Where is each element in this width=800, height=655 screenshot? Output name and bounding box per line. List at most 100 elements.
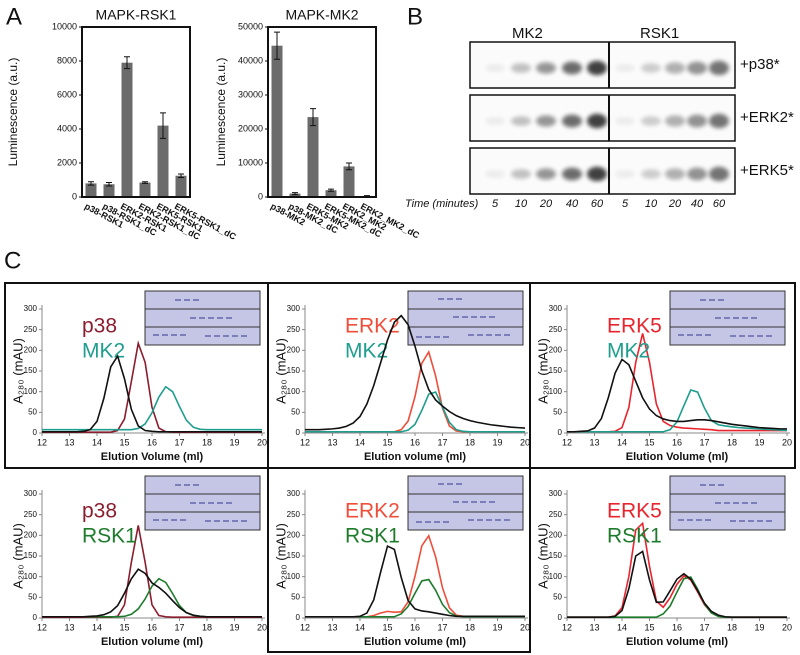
y-tick-label: 250 [549, 325, 563, 334]
gel-band [171, 334, 177, 336]
y-tick-label: 300 [287, 489, 301, 498]
gel-band [175, 484, 181, 486]
gel-band [748, 520, 754, 522]
y-tick-label: 4000 [57, 123, 77, 133]
x-tick-label: 20 [782, 622, 792, 632]
x-tick-label: 13 [327, 622, 337, 632]
blot-time: 60 [713, 198, 726, 210]
panel-label: A [6, 3, 22, 30]
series-line [305, 578, 525, 618]
y-tick-label: 150 [24, 551, 38, 560]
blot-band [485, 64, 505, 72]
y-tick-label: 0 [558, 613, 563, 622]
bar [343, 166, 355, 197]
gel-band [709, 484, 715, 486]
gel-band [504, 334, 510, 336]
blot-band [641, 63, 661, 73]
blot-band [562, 167, 582, 181]
y-tick-label: 250 [549, 510, 563, 519]
x-tick-label: 15 [644, 437, 654, 447]
series-label: ERK5 [607, 500, 662, 523]
y-axis-label: Luminescence (a.u.) [214, 58, 228, 167]
series-line [567, 333, 787, 433]
x-tick-label: 16 [410, 622, 420, 632]
gel-band [232, 520, 238, 522]
x-tick-label: 16 [410, 437, 420, 447]
series-line [42, 385, 262, 431]
y-tick-label: 50000 [238, 21, 263, 31]
series-line [42, 354, 262, 433]
y-tick-label: 50 [553, 592, 562, 601]
x-tick-label: 20 [520, 622, 530, 632]
gel-band [162, 519, 168, 521]
x-tick-label: 16 [672, 437, 682, 447]
blot-band [485, 117, 505, 125]
gel-band [742, 317, 748, 319]
gel-band [724, 502, 730, 504]
blot-band [562, 114, 582, 128]
gel-band [425, 336, 431, 338]
error-bar [124, 56, 130, 70]
x-tick-label: 17 [174, 622, 184, 632]
axis [304, 305, 528, 434]
gel-band [678, 334, 684, 336]
blot-row-label: +p38* [740, 56, 780, 73]
blot-band [687, 114, 707, 128]
y-tick-label: 30000 [238, 89, 263, 99]
y-tick-label: 100 [549, 572, 563, 581]
y-axis-label: A₂₈₀ (mAU) [535, 523, 550, 589]
gel-band [696, 334, 702, 336]
blot-band [587, 113, 607, 129]
gel-band [477, 519, 483, 521]
x-tick-label: 19 [754, 622, 764, 632]
series-line [567, 358, 787, 433]
gel-band [739, 520, 745, 522]
x-tick-label: 13 [589, 437, 599, 447]
x-axis-label: Elution Volume (ml) [626, 451, 729, 463]
series-line [305, 391, 525, 433]
y-axis-label: Luminescence (a.u.) [6, 58, 20, 167]
blot-band [665, 62, 685, 74]
gel-band [715, 317, 721, 319]
gel-band [184, 484, 190, 486]
gel-band [489, 501, 495, 503]
gel-band [171, 519, 177, 521]
error-bar [106, 182, 112, 187]
error-bar [274, 31, 280, 60]
x-tick-label: 18 [727, 437, 737, 447]
blot-band [485, 170, 505, 178]
series-label: RSK1 [82, 525, 137, 548]
y-tick-label: 200 [287, 530, 301, 539]
y-tick-label: 2000 [57, 157, 77, 167]
blot-band [511, 63, 531, 73]
gel-band [226, 502, 232, 504]
bar [289, 193, 301, 197]
series-line [305, 350, 525, 433]
blot-band [641, 116, 661, 126]
series-label: ERK2 [345, 315, 400, 338]
x-tick-label: 17 [437, 437, 447, 447]
series-label: ERK2 [345, 500, 400, 523]
y-tick-label: 0 [72, 191, 77, 201]
y-tick-label: 50 [28, 407, 37, 416]
bar [325, 190, 337, 197]
blot-time: 20 [668, 198, 682, 210]
x-tick-label: 13 [327, 437, 337, 447]
blot-band [615, 64, 635, 72]
blot-group-label: RSK1 [640, 25, 679, 42]
y-tick-label: 50 [553, 407, 562, 416]
gel-band [453, 501, 459, 503]
blot-time: 60 [591, 198, 604, 210]
gel-band [477, 334, 483, 336]
error-bar [160, 112, 166, 139]
gel-band [438, 298, 444, 300]
gel-band [180, 519, 186, 521]
bar [85, 183, 97, 197]
blot-band [687, 167, 707, 181]
series-line [305, 533, 525, 618]
gel-band [425, 521, 431, 523]
error-bar [328, 188, 334, 192]
gel-band [153, 519, 159, 521]
blot-band [536, 115, 556, 127]
gel-band [504, 519, 510, 521]
